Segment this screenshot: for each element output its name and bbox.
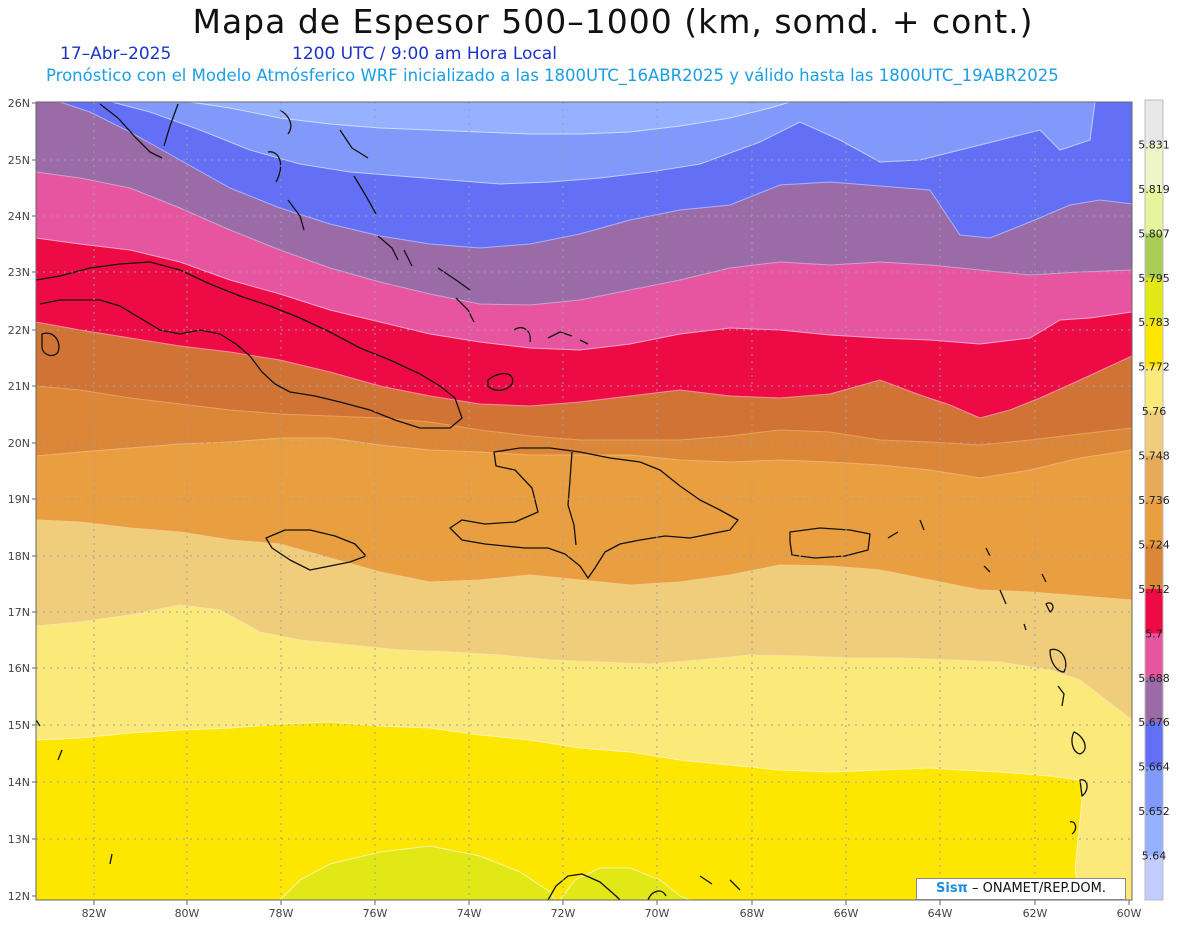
lat-label: 21N [8,380,30,393]
lat-gridlines [36,159,1132,840]
colorbar-label: 5.795 [1138,272,1170,285]
lon-label: 82W [82,907,107,920]
lat-label: 24N [8,210,30,223]
colorbar-swatch [1145,588,1163,634]
lat-label: 26N [8,97,30,110]
model-info: Pronóstico con el Modelo Atmósferico WRF… [46,66,1059,85]
turks-caicos [547,331,589,345]
colorbar-label: 5.76 [1142,405,1167,418]
colorbar-label: 5.736 [1138,494,1170,507]
colorbar-label: 5.7 [1145,627,1163,640]
colorbar-swatch [1145,322,1163,368]
colorbar-label: 5.64 [1142,850,1167,863]
hispaniola-coast [449,447,739,579]
lat-ticks [32,102,36,897]
colorbar-label: 5.748 [1138,450,1170,463]
colorbar-label: 5.819 [1138,183,1170,196]
colorbar-swatch [1145,233,1163,279]
colorbar-swatch [1145,100,1163,145]
colorbar-label: 5.783 [1138,316,1170,329]
lon-label: 64W [928,907,953,920]
bahamas-islands [99,103,531,391]
lat-label: 23N [8,266,30,279]
lat-label: 19N [8,493,30,506]
lon-label: 60W [1117,907,1142,920]
jamaica-coast [265,529,367,571]
colorbar-label: 5.664 [1138,761,1170,774]
credit-text: – ONAMET/REP.DOM. [967,881,1106,896]
colorbar-frame [1144,99,1164,901]
colorbar-swatch [1145,633,1163,679]
credit-box: Sisπ – ONAMET/REP.DOM. [916,878,1126,900]
colorbar-label: 5.652 [1138,805,1170,818]
haiti-dr-border [567,451,577,546]
colorbar-swatch [1145,411,1163,457]
colorbar-swatch [1145,811,1163,857]
lon-label: 74W [457,907,482,920]
lat-label: 20N [8,437,30,450]
lat-label: 12N [8,890,30,903]
lat-label: 22N [8,324,30,337]
lat-label: 16N [8,662,30,675]
band-greenish [279,845,691,900]
lat-label: 18N [8,550,30,563]
band-pale-blue [189,102,791,135]
colorbar-label: 5.807 [1138,227,1170,240]
colorbar-label: 5.772 [1138,361,1170,374]
lon-ticks [93,900,1130,905]
puerto-rico-coast [789,527,871,559]
cuba-coast [36,261,463,429]
map-frame [35,101,1133,901]
lat-label: 25N [8,154,30,167]
lat-label: 17N [8,606,30,619]
colorbar-swatch [1145,722,1163,768]
colorbar-label: 5.724 [1138,538,1170,551]
isla-juventud [41,332,60,357]
lon-label: 76W [363,907,388,920]
colorbar-swatch [1145,855,1163,901]
colorbar-label: 5.676 [1138,716,1170,729]
lesser-antilles [887,519,1088,835]
small-cays [36,719,741,891]
map-title: Mapa de Espesor 500–1000 (km, somd. + co… [192,2,1034,41]
lon-label: 70W [645,907,670,920]
colorbar-swatch [1145,766,1163,812]
lon-label: 66W [834,907,859,920]
sispi-logo-text: Sisπ [936,881,968,896]
coastlines [36,103,1088,900]
forecast-time: 1200 UTC / 9:00 am Hora Local [292,44,557,64]
lat-label: 14N [8,776,30,789]
lon-label: 78W [269,907,294,920]
colorbar-swatch [1145,500,1163,545]
venezuela-coast [547,873,667,900]
colorbar-label: 5.712 [1138,583,1170,596]
colorbar-swatch [1145,144,1163,190]
forecast-date: 17–Abr–2025 [60,44,172,64]
lon-gridlines [93,102,1036,900]
lon-label: 80W [175,907,200,920]
colorbar-label: 5.688 [1138,672,1170,685]
colorbar-swatch [1145,677,1163,723]
lat-label: 15N [8,719,30,732]
lon-label: 72W [551,907,576,920]
lon-labels: 82W 80W 78W 76W 74W 72W 70W 68W 66W 64W … [82,907,1142,920]
colorbar-swatch [1145,188,1163,234]
lon-label: 62W [1023,907,1048,920]
colorbar-swatch [1145,544,1163,590]
colorbar-swatch [1145,455,1163,501]
colorbar-swatch [1145,277,1163,323]
colorbar-label: 5.831 [1138,138,1170,151]
lon-label: 68W [740,907,765,920]
colorbar-swatch [1145,366,1163,412]
colorbar: 5.831 5.819 5.807 5.795 5.783 5.772 5.76 5.748 5… [1138,99,1170,901]
lat-labels: 26N 25N 24N 23N 22N 21N 20N 19N 18N 17N … [8,97,30,903]
lat-label: 13N [8,833,30,846]
